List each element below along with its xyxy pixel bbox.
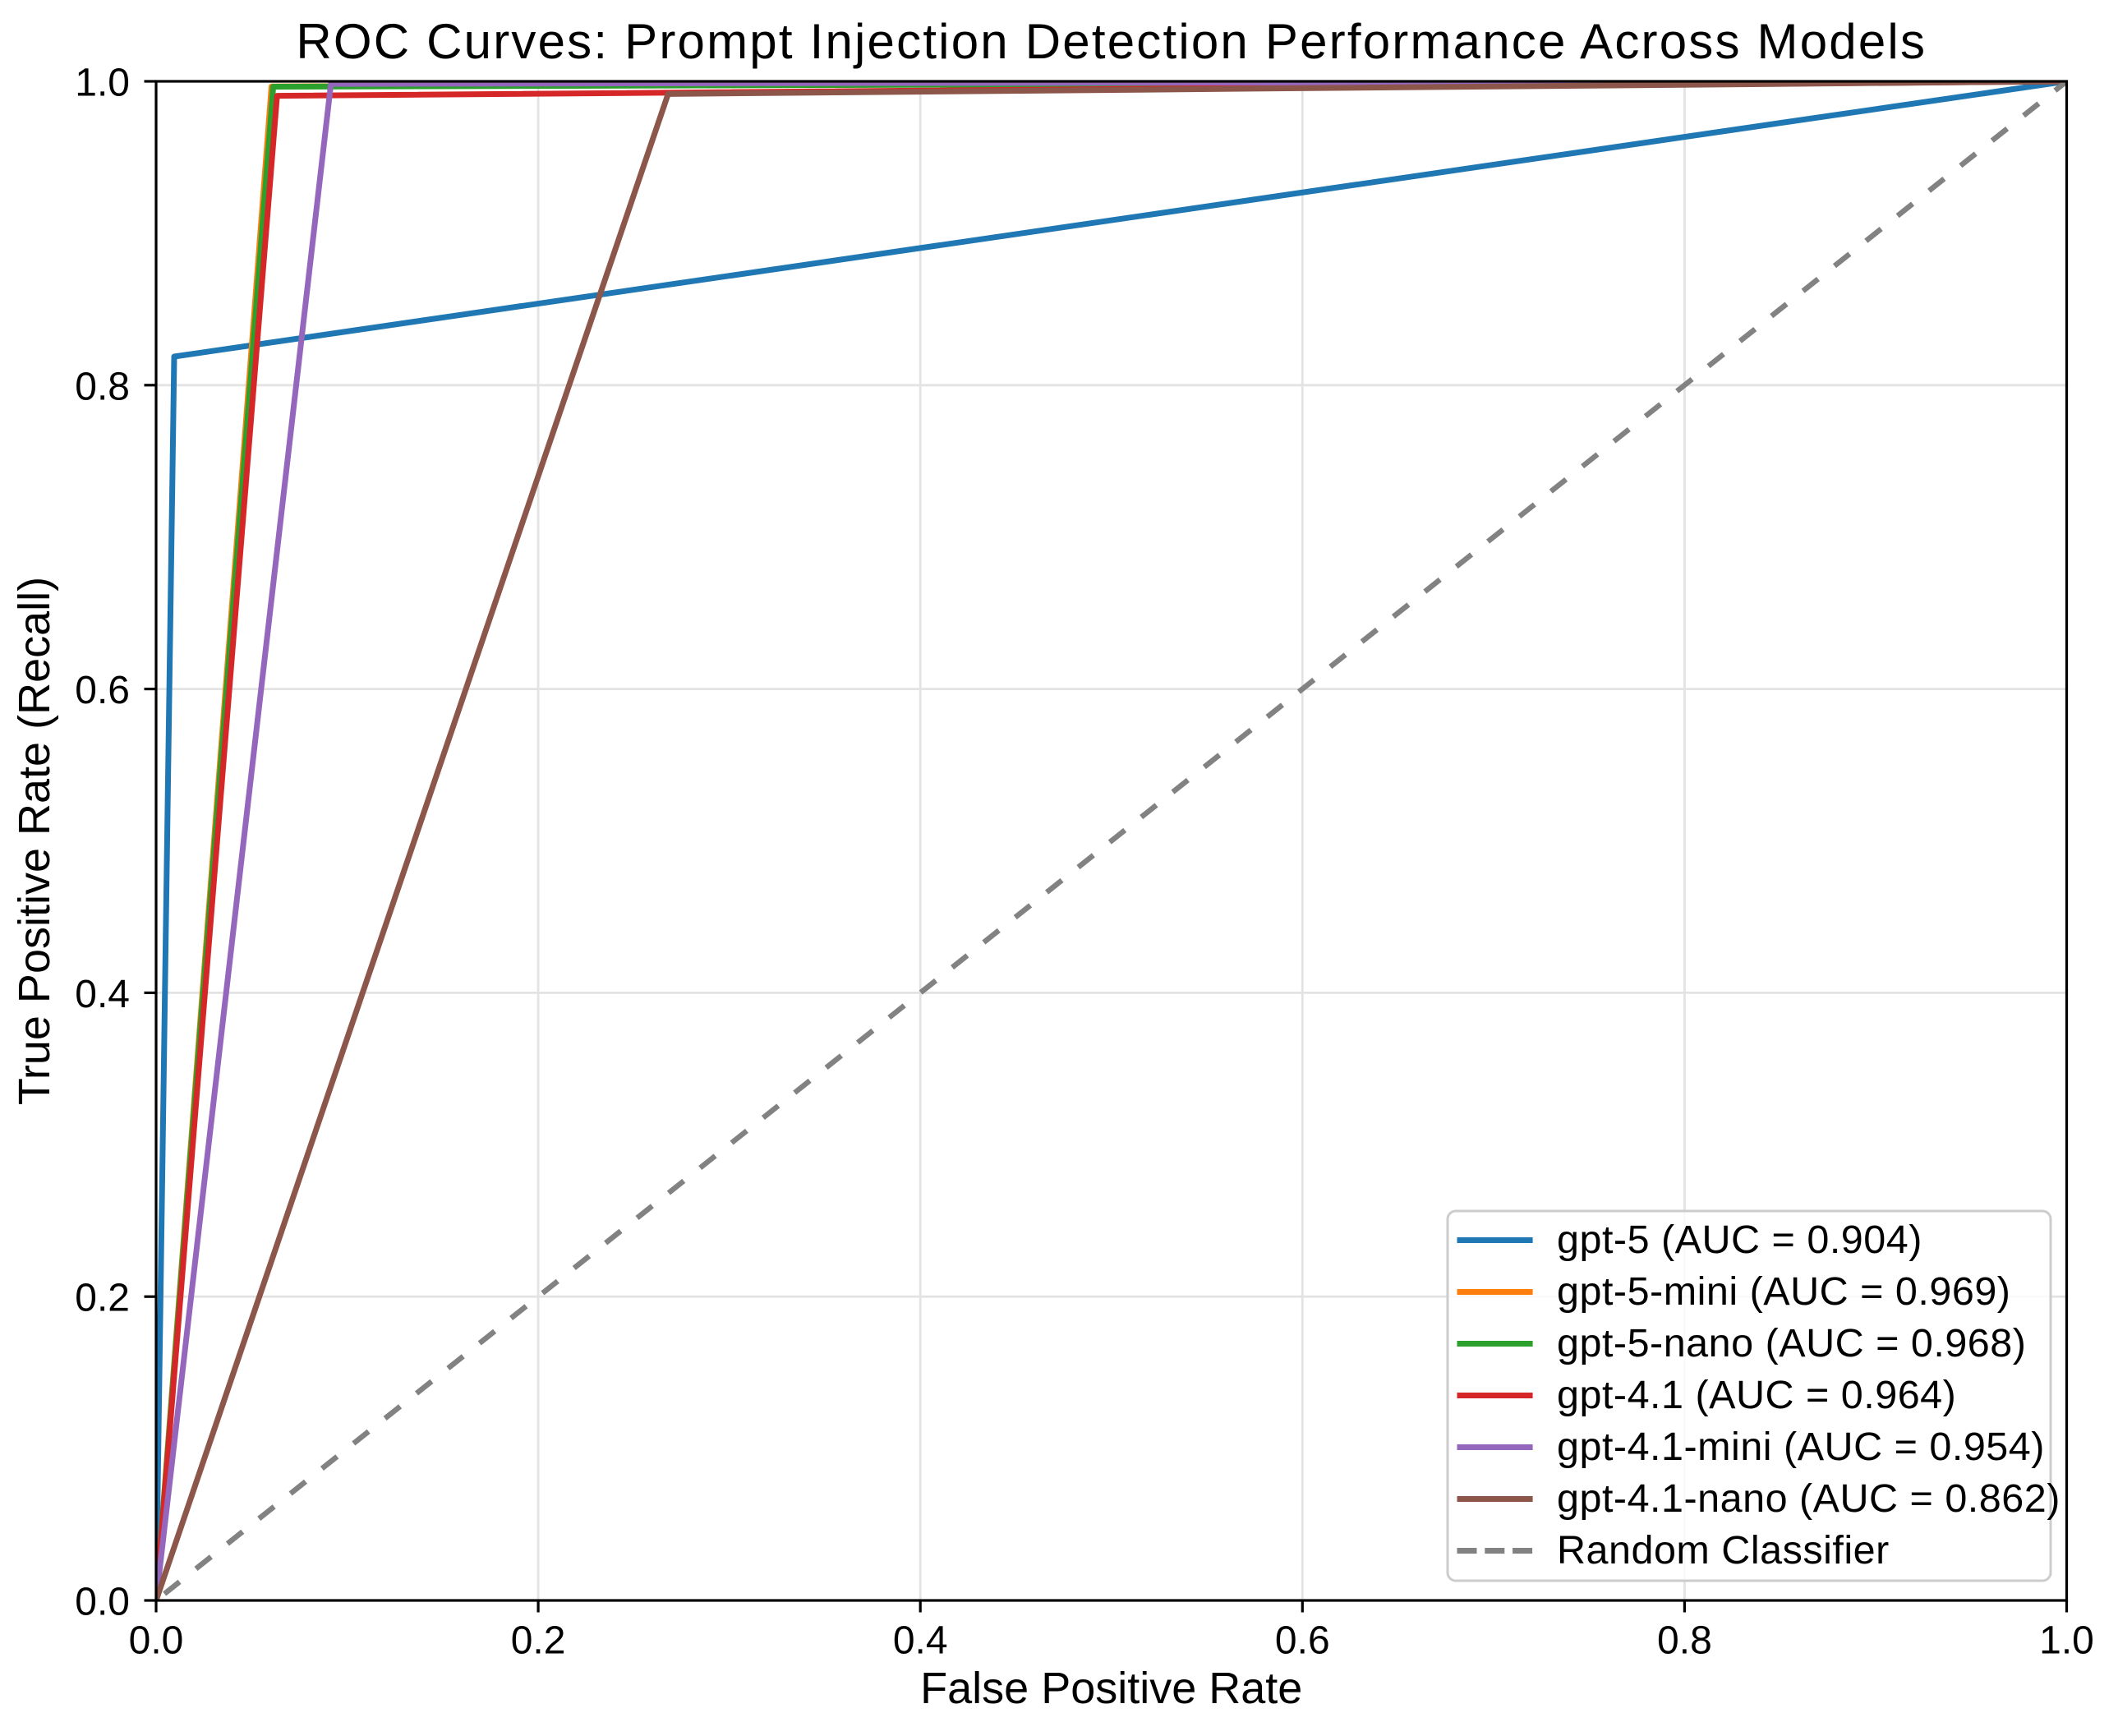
svg-text:True Positive Rate (Recall): True Positive Rate (Recall): [10, 577, 59, 1105]
svg-text:0.2: 0.2: [75, 1277, 130, 1320]
svg-text:0.6: 0.6: [75, 669, 130, 712]
svg-text:0.4: 0.4: [893, 1619, 948, 1663]
svg-text:0.0: 0.0: [129, 1619, 184, 1663]
svg-text:gpt-5-mini (AUC = 0.969): gpt-5-mini (AUC = 0.969): [1557, 1269, 2010, 1314]
svg-text:gpt-4.1 (AUC = 0.964): gpt-4.1 (AUC = 0.964): [1557, 1373, 1956, 1417]
svg-text:gpt-5 (AUC = 0.904): gpt-5 (AUC = 0.904): [1557, 1218, 1922, 1262]
svg-text:gpt-4.1-nano (AUC = 0.862): gpt-4.1-nano (AUC = 0.862): [1557, 1476, 2060, 1521]
svg-text:0.4: 0.4: [75, 973, 130, 1016]
svg-text:0.2: 0.2: [511, 1619, 566, 1663]
svg-text:gpt-5-nano (AUC = 0.968): gpt-5-nano (AUC = 0.968): [1557, 1321, 2026, 1365]
svg-text:0.8: 0.8: [1657, 1619, 1712, 1663]
svg-text:False Positive Rate: False Positive Rate: [920, 1664, 1302, 1713]
svg-text:0.8: 0.8: [75, 365, 130, 408]
svg-text:1.0: 1.0: [75, 62, 130, 105]
svg-text:Random Classifier: Random Classifier: [1557, 1528, 1890, 1573]
svg-text:0.6: 0.6: [1275, 1619, 1330, 1663]
svg-text:ROC Curves: Prompt Injection D: ROC Curves: Prompt Injection Detection P…: [296, 14, 1927, 69]
svg-text:gpt-4.1-mini (AUC = 0.954): gpt-4.1-mini (AUC = 0.954): [1557, 1425, 2045, 1469]
svg-text:1.0: 1.0: [2039, 1619, 2094, 1663]
svg-text:0.0: 0.0: [75, 1581, 130, 1624]
